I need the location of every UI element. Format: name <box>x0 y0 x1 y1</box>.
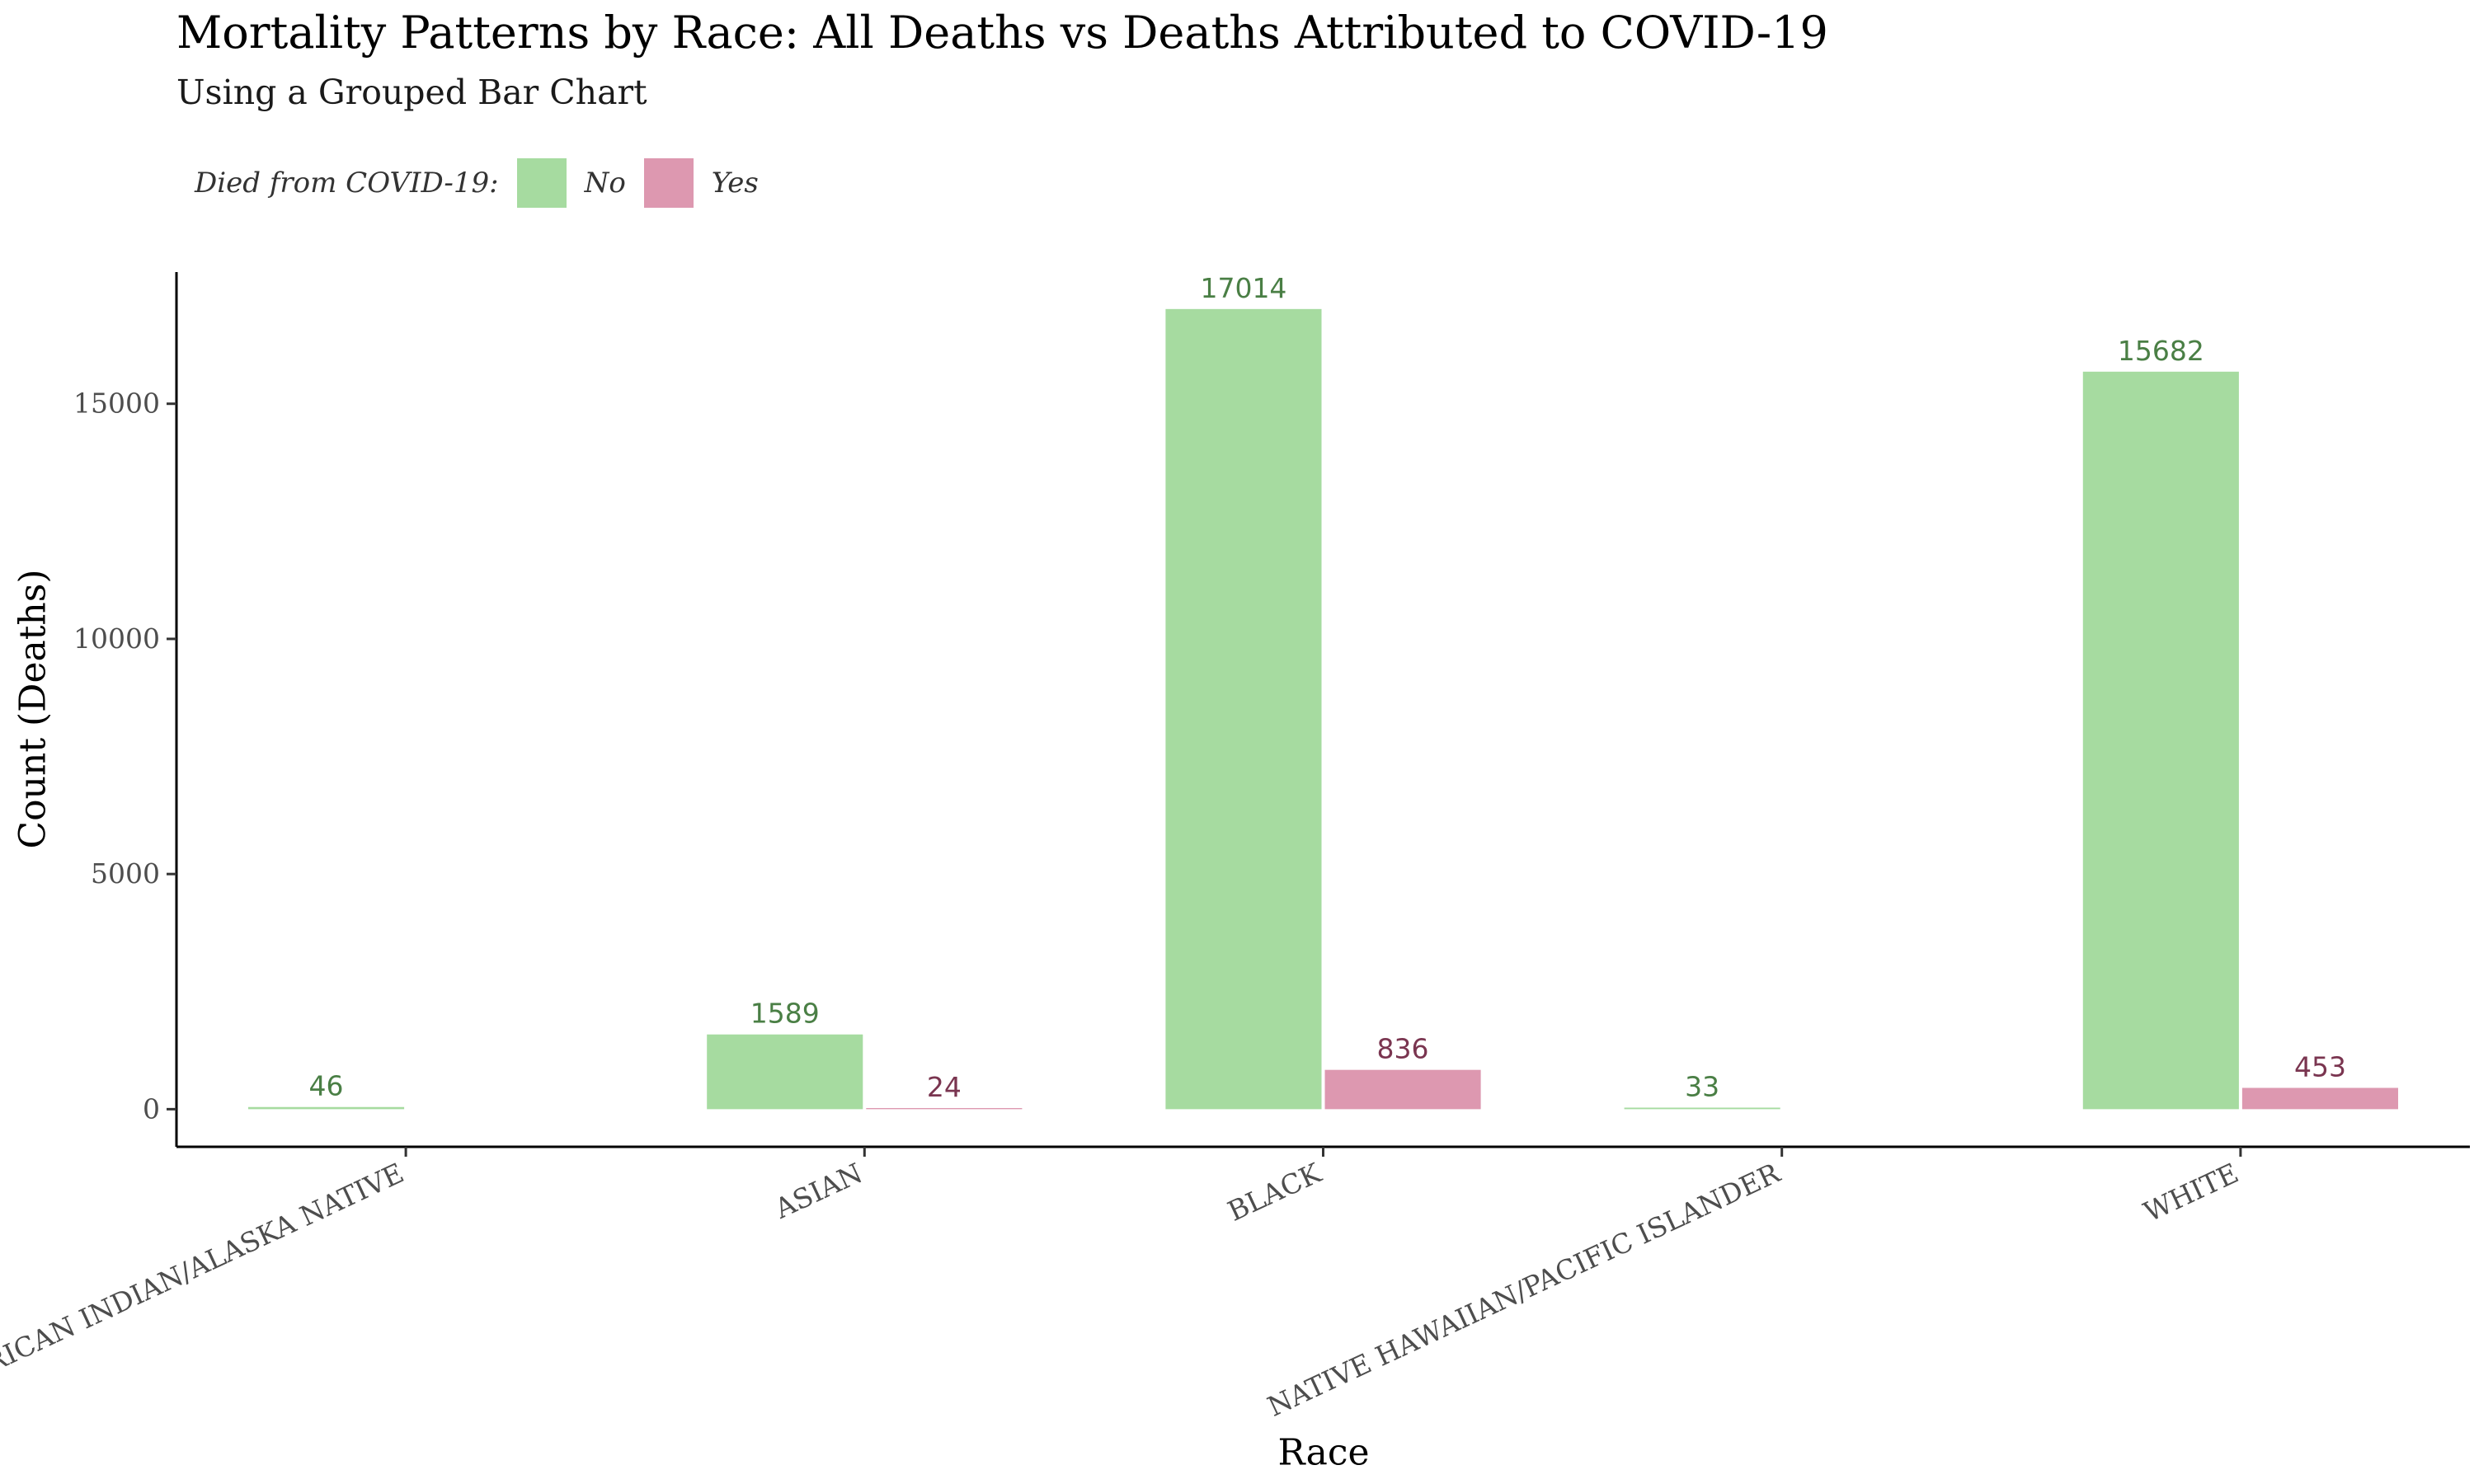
legend-key-no <box>516 158 567 208</box>
bar <box>247 1106 405 1110</box>
x-tick-label: BLACK <box>1223 1156 1327 1228</box>
bar-value-label: 15682 <box>2118 335 2204 367</box>
x-tick-label: AMERICAN INDIAN/ALASKA NATIVE <box>0 1157 408 1408</box>
bar <box>2082 371 2239 1110</box>
legend-label-no: No <box>584 167 626 200</box>
bar-value-label: 46 <box>309 1070 344 1102</box>
chart-title: Mortality Patterns by Race: All Deaths v… <box>176 7 1828 59</box>
legend-key-yes <box>643 158 694 208</box>
chart-subtitle: Using a Grouped Bar Chart <box>176 73 647 112</box>
x-axis-label: Race <box>1277 1431 1370 1474</box>
bar <box>1165 308 1322 1110</box>
bar <box>2241 1087 2399 1110</box>
legend-label-yes: Yes <box>711 167 759 200</box>
bar-value-label: 453 <box>2294 1051 2346 1083</box>
bar-value-label: 17014 <box>1200 272 1286 304</box>
bar <box>866 1107 1023 1110</box>
x-tick-label: ASIAN <box>769 1157 868 1225</box>
legend: Died from COVID-19: No Yes <box>195 157 759 209</box>
bar-value-label: 33 <box>1685 1070 1719 1102</box>
y-tick-label: 15000 <box>73 387 160 420</box>
x-tick-label: NATIVE HAWAIIAN/PACIFIC ISLANDER <box>1263 1156 1785 1422</box>
bar-value-label: 1589 <box>750 998 820 1030</box>
bar <box>1624 1107 1780 1110</box>
x-tick-label: WHITE <box>2138 1157 2243 1228</box>
bar-value-label: 836 <box>1377 1033 1429 1065</box>
bar-value-label: 24 <box>927 1071 962 1103</box>
y-tick-label: 5000 <box>91 857 160 890</box>
bar <box>707 1034 863 1110</box>
legend-title: Died from COVID-19: <box>195 167 499 200</box>
bar <box>1324 1069 1481 1110</box>
y-tick-label: 0 <box>143 1092 160 1125</box>
y-tick-label: 10000 <box>73 622 160 655</box>
